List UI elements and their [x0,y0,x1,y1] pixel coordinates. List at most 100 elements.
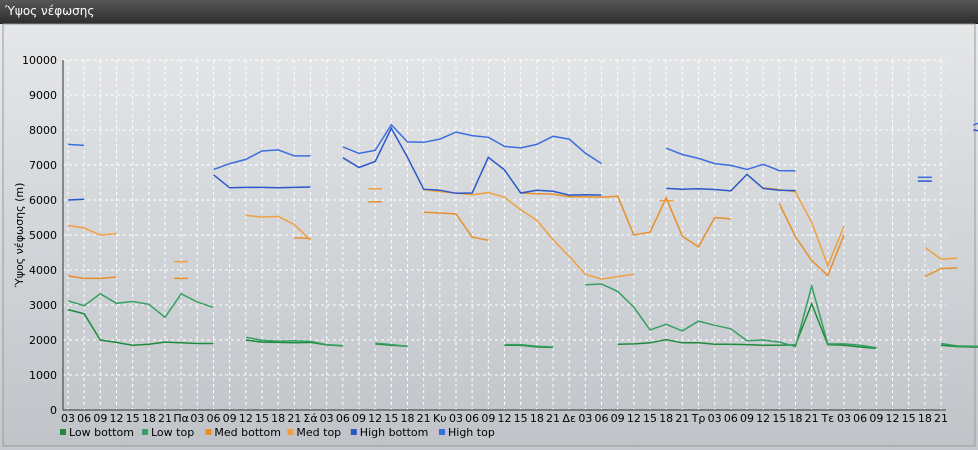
series-line [213,174,311,189]
x-tick-label: 18 [918,412,932,425]
x-tick-label: 15 [514,412,528,425]
x-tick-label: 06 [595,412,609,425]
y-tick-label: 0 [50,404,57,417]
x-tick-label: Κυ [433,412,447,425]
series-line [245,214,312,241]
x-tick-label: 03 [837,412,851,425]
x-tick-label: 12 [368,412,382,425]
series-line [67,198,85,201]
x-tick-label: 21 [417,412,431,425]
x-tick-label: 21 [934,412,948,425]
x-tick-label: 21 [805,412,819,425]
legend-item: High bottom [350,426,429,439]
x-tick-label: 18 [530,412,544,425]
x-tick-label: Δε [562,412,576,425]
series-line [67,275,117,280]
series-line [940,342,978,348]
x-tick-label: 09 [481,412,495,425]
x-tick-label: 03 [61,412,75,425]
y-tick-label: 1000 [29,369,57,382]
legend-swatch [142,429,148,435]
x-tick-label: 06 [336,412,350,425]
series-line [423,211,489,242]
y-tick-label: 8000 [29,124,57,137]
x-tick-label: 12 [239,412,253,425]
x-tick-label: 03 [320,412,334,425]
x-tick-label: 15 [772,412,786,425]
series-group [67,122,978,350]
legend-label: Low bottom [69,426,134,439]
legend-item: Low top [142,426,194,439]
series-high-bottom [67,126,978,201]
series-line [67,143,85,147]
x-tick-label: 09 [223,412,237,425]
x-tick-label: Τε [820,412,834,425]
x-tick-label: 15 [902,412,916,425]
series-line [67,224,117,236]
axes [62,60,946,411]
series-line [67,292,214,319]
x-tick-label: 15 [126,412,140,425]
legend-label: Med bottom [214,426,281,439]
x-tick-label: 21 [287,412,301,425]
x-tick-label: 03 [578,412,592,425]
series-line [342,126,602,196]
y-tick-label: 10000 [22,54,57,67]
x-tick-label: 09 [93,412,107,425]
x-tick-label: 15 [384,412,398,425]
x-tick-label: 12 [886,412,900,425]
legend-swatch [287,429,294,435]
legend: Low bottom Low top Med bottom Med top High b… [60,426,495,439]
legend-swatch [205,429,212,435]
x-tick-label: 12 [756,412,770,425]
x-tick-label: Σά [303,412,317,425]
x-tick-label: 18 [401,412,415,425]
x-tick-label: 12 [498,412,512,425]
legend-swatch [439,429,445,435]
x-tick-label: 06 [465,412,479,425]
x-tick-label: 21 [675,412,689,425]
x-tick-label: Πα [173,412,189,425]
y-tick-label: 6000 [29,194,57,207]
legend-item: Med top [287,426,341,439]
window-title: Ύψος νέφωσης [5,4,95,18]
y-axis-label: Ύψος νέφωσης (m) [13,183,26,289]
legend-item: High top [439,426,495,439]
x-tick-label: Τρ [691,412,706,425]
x-tick-label: 09 [611,412,625,425]
series-med-bottom [67,192,958,280]
x-tick-label: 15 [255,412,269,425]
legend-label: Med top [296,426,341,439]
series-line [504,343,554,348]
x-tick-label: 09 [352,412,366,425]
x-tick-label: 03 [190,412,204,425]
x-tick-label: 09 [869,412,883,425]
series-line [973,122,978,126]
x-tick-label: 15 [643,412,657,425]
x-tick-label: 03 [449,412,463,425]
x-tick-label: 18 [659,412,673,425]
series-line [245,336,343,347]
x-tick-label: 18 [271,412,285,425]
legend-swatch [350,429,357,435]
series-line [520,192,731,248]
series-line [924,267,958,278]
series-low-top [67,283,978,349]
y-tick-label: 7000 [29,159,57,172]
x-tick-label: 09 [740,412,754,425]
series-line [375,342,408,348]
x-tick-label: 12 [627,412,641,425]
x-tick-label: 21 [158,412,172,425]
series-high-top [67,122,978,179]
legend-label: High bottom [360,426,429,439]
y-tick-label: 9000 [29,89,57,102]
series-line [973,129,978,132]
x-tick-label: 21 [546,412,560,425]
x-tick-label: 12 [110,412,124,425]
series-line [585,283,877,349]
x-tick-label: 06 [77,412,91,425]
series-line [342,123,602,165]
y-tick-label: 5000 [29,229,57,242]
legend-swatch [60,429,66,435]
